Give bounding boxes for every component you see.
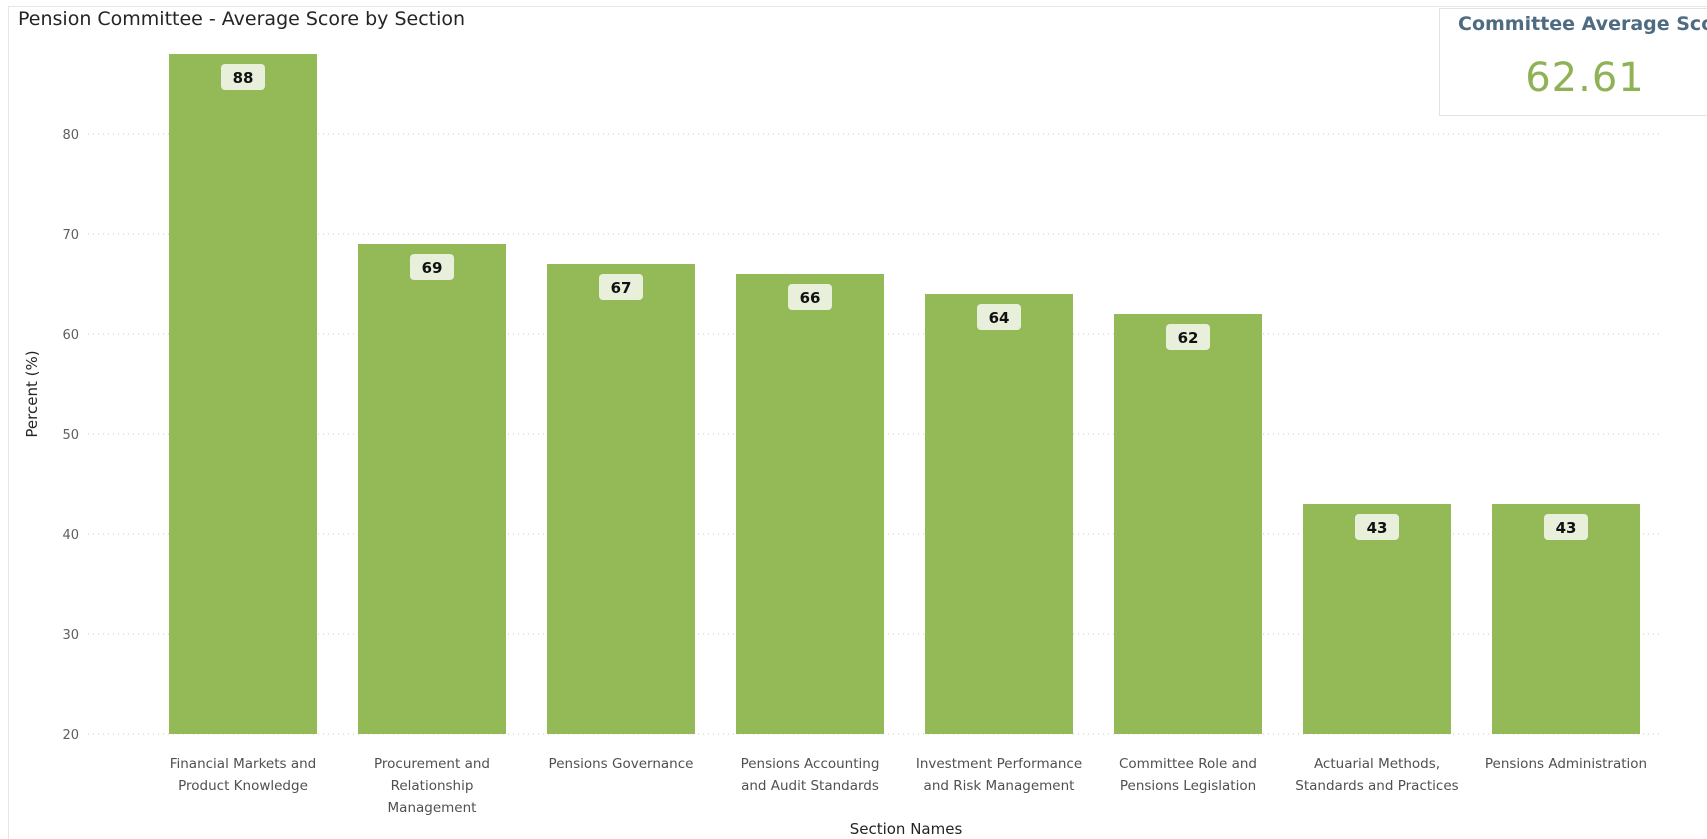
data-label-badge [1166,324,1210,350]
bar[interactable] [169,54,317,734]
data-label: 64 [989,309,1010,327]
bar[interactable] [547,264,695,734]
y-tick-label: 80 [62,128,79,143]
data-label-badge [977,304,1021,330]
x-tick-label: Pensions Administration [1485,756,1647,772]
data-label-badge [788,284,832,310]
x-tick-label: Procurement and Relationship Management [374,756,490,816]
bar[interactable] [925,294,1073,734]
data-label: 66 [800,289,821,307]
x-tick-label: Pensions Governance [549,756,694,772]
bar[interactable] [1492,504,1640,734]
kpi-label: Committee Average Score [1458,13,1707,35]
data-label-badge [410,254,454,280]
data-label-badge [599,274,643,300]
data-label: 67 [611,279,632,297]
chart-frame [8,6,1707,839]
y-tick-label: 50 [62,428,79,443]
y-tick-label: 60 [62,328,79,343]
y-tick-label: 30 [62,628,79,643]
data-label: 88 [233,69,254,87]
bar[interactable] [358,244,506,734]
y-tick-label: 40 [62,528,79,543]
data-label-badge [1544,514,1588,540]
data-label: 43 [1367,519,1388,537]
y-tick-label: 70 [62,228,79,243]
data-label-badge [221,64,265,90]
x-tick-label: Investment Performance and Risk Managemen… [916,756,1082,794]
kpi-card[interactable]: Committee Average Score 62.61 [1439,8,1707,116]
bar[interactable] [736,274,884,734]
x-tick-label: Pensions Accounting and Audit Standards [741,756,880,794]
chart-title: Pension Committee - Average Score by Sec… [18,8,466,30]
x-tick-label: Committee Role and Pensions Legislation [1119,756,1257,794]
data-label: 69 [422,259,443,277]
x-axis-title: Section Names [850,820,963,838]
bar[interactable] [1303,504,1451,734]
x-tick-label: Financial Markets and Product Knowledge [170,756,317,794]
y-tick-label: 20 [62,728,79,743]
data-label: 62 [1178,329,1199,347]
kpi-value: 62.61 [1525,55,1645,101]
data-label-badge [1355,514,1399,540]
bar[interactable] [1114,314,1262,734]
data-label: 43 [1556,519,1577,537]
x-tick-label: Actuarial Methods, Standards and Practice… [1295,756,1458,794]
y-axis-title: Percent (%) [23,350,41,437]
